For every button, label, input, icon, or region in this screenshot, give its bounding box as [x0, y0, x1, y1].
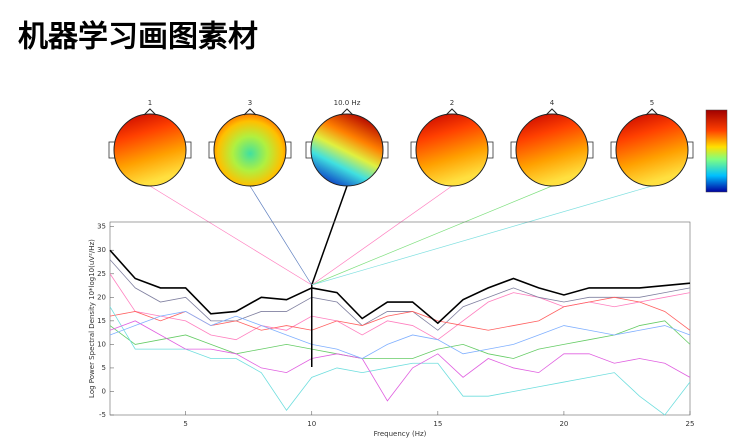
series-line: [109, 259, 691, 331]
y-tick-label: 0: [102, 387, 106, 395]
topomap-label: 4: [550, 99, 555, 107]
head: [310, 113, 384, 187]
y-tick-label: 5: [102, 364, 106, 372]
nose: [243, 108, 257, 116]
series-line: [109, 320, 691, 359]
y-tick-label: 20: [97, 293, 106, 301]
x-tick-label: 20: [559, 420, 568, 428]
head: [615, 113, 689, 187]
y-tick-label: 30: [97, 246, 106, 254]
nose: [445, 108, 459, 116]
connector: [249, 185, 313, 286]
x-axis-label: Frequency (Hz): [374, 430, 427, 438]
head: [113, 113, 187, 187]
x-tick-label: 5: [183, 420, 187, 428]
slide-title: 机器学习画图素材: [18, 20, 258, 55]
y-tick-label: 15: [97, 317, 106, 325]
connector: [311, 185, 348, 286]
y-tick-label: -5: [99, 411, 106, 419]
head: [515, 113, 589, 187]
topomaps: 1 3 10.0 Hz 2 4 5: [108, 99, 694, 286]
nose: [143, 108, 157, 116]
x-tick-label: 15: [433, 420, 442, 428]
topomap-label: 5: [650, 99, 654, 107]
series-line: [109, 249, 691, 325]
nose: [340, 108, 354, 116]
topomap-label: 2: [450, 99, 454, 107]
y-tick-label: 35: [97, 223, 106, 231]
head: [213, 113, 287, 187]
connector: [149, 185, 312, 286]
plot-frame: [109, 221, 691, 416]
topomap-label: 10.0 Hz: [334, 99, 361, 107]
nose: [645, 108, 659, 116]
series-line: [109, 320, 691, 402]
y-tick-label: 10: [97, 340, 106, 348]
connector: [311, 185, 553, 286]
series-line: [109, 306, 691, 416]
y-axis-label: Log Power Spectral Density 10*log10(uV²/…: [88, 239, 96, 398]
nose: [545, 108, 559, 116]
y-tick-label: 25: [97, 270, 106, 278]
x-tick-label: 10: [307, 420, 316, 428]
head: [415, 113, 489, 187]
x-tick-label: 25: [686, 420, 695, 428]
topomap-label: 1: [148, 99, 152, 107]
colorbar: [705, 109, 728, 193]
connector: [311, 185, 653, 286]
connector: [311, 185, 453, 286]
series-line: [109, 273, 691, 341]
topomap-label: 3: [248, 99, 252, 107]
series-line: [109, 311, 691, 359]
plot: -5 0 5 10 15 20 25 30 35 5 10 15 20 25 Frequency (Hz) L…: [88, 221, 695, 438]
